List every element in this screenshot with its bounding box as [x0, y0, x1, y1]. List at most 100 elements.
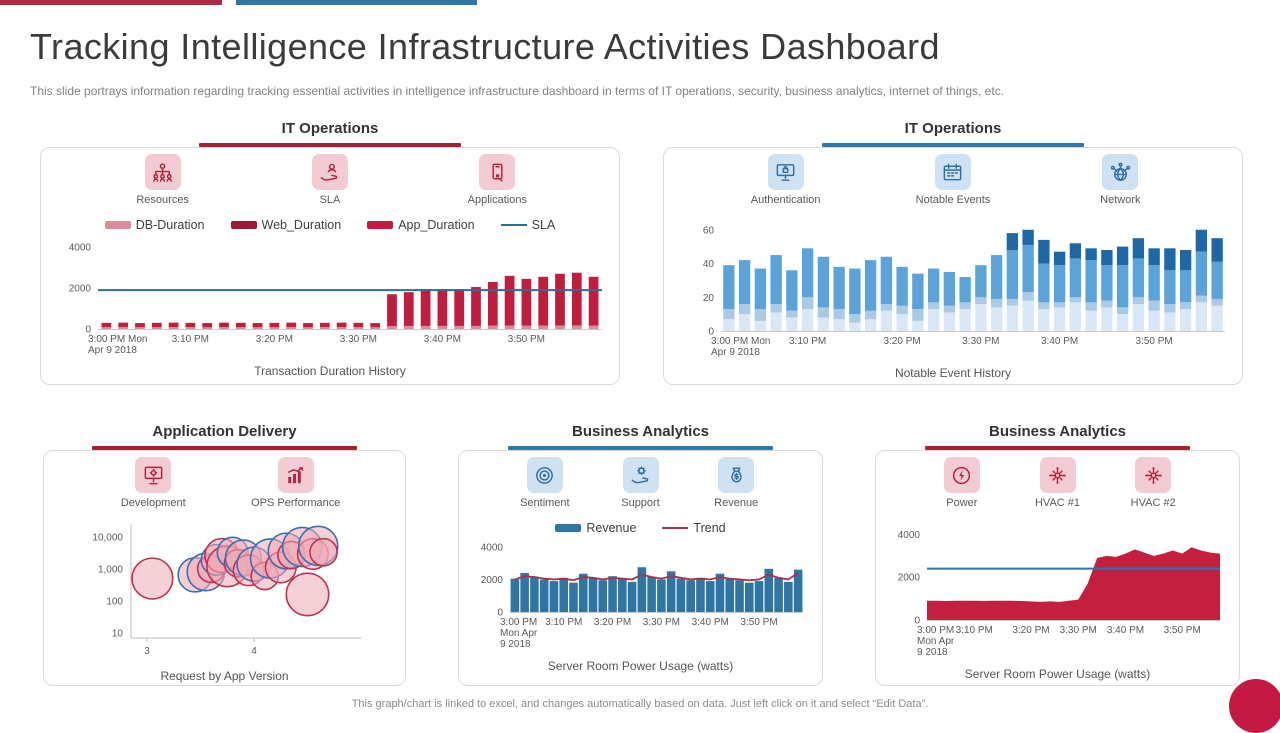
svg-text:3:30 PM: 3:30 PM — [643, 617, 680, 628]
legend-label: Web_Duration — [261, 218, 342, 232]
kpi-label: Notable Events — [915, 194, 991, 206]
svg-text:10,000: 10,000 — [92, 532, 123, 543]
chart-caption: Server Room Power Usage (watts) — [964, 667, 1151, 681]
kpi-icons-row: Authentication Notable Events Network — [674, 154, 1232, 211]
chart-caption: Request by App Version — [160, 669, 289, 683]
kpi-label: Revenue — [714, 497, 759, 509]
legend-label: DB-Duration — [135, 218, 205, 232]
svg-text:4: 4 — [251, 646, 257, 657]
legend-swatch — [230, 221, 257, 229]
kpi-label: Development — [120, 497, 186, 509]
kpi-label: HVAC #2 — [1130, 497, 1176, 509]
svg-text:3:10 PM: 3:10 PM — [172, 334, 209, 345]
panel-it-operations-events: IT Operations Authentication Notable Even… — [663, 120, 1243, 385]
legend-label: SLA — [531, 218, 556, 232]
svg-text:3:40 PM: 3:40 PM — [692, 617, 729, 628]
panel-business-analytics-power: Business Analytics Power HVAC #1 HVAC #2 0… — [875, 423, 1240, 686]
kpi-icons-row: Development OPS Performance — [54, 457, 395, 514]
svg-text:20: 20 — [703, 293, 715, 304]
kpi-ops-performance: OPS Performance — [241, 457, 351, 509]
svg-text:3:30 PM: 3:30 PM — [962, 336, 999, 347]
notable-events-icon — [934, 154, 971, 190]
panel-underline — [199, 143, 461, 147]
svg-text:3:50 PM: 3:50 PM — [508, 334, 545, 345]
hvac1-icon — [1039, 457, 1076, 493]
sentiment-icon — [526, 457, 563, 493]
kpi-label: Resources — [136, 194, 189, 206]
footer-note: This graph/chart is linked to excel, and… — [351, 698, 929, 710]
kpi-label: Sentiment — [520, 497, 570, 509]
kpi-resources: Resources — [108, 154, 218, 206]
panel-business-analytics-revenue: Business Analytics Sentiment Support Reven… — [458, 423, 823, 686]
page-title: Tracking Intelligence Infrastructure Act… — [30, 26, 940, 67]
kpi-icons-row: Sentiment Support Revenue — [469, 457, 812, 514]
kpi-label: Authentication — [750, 194, 821, 206]
hvac2-icon — [1135, 457, 1172, 493]
svg-text:3:10 PM: 3:10 PM — [545, 617, 582, 628]
svg-text:4000: 4000 — [898, 530, 921, 541]
panel-application-delivery: Application Delivery Development OPS Perf… — [43, 423, 406, 686]
kpi-label: SLA — [319, 194, 341, 206]
panel-underline — [92, 446, 357, 450]
kpi-label: Power — [946, 497, 978, 509]
kpi-label: HVAC #1 — [1034, 497, 1081, 509]
svg-text:3:40 PM: 3:40 PM — [424, 334, 461, 345]
legend-item: Trend — [662, 521, 726, 535]
legend-swatch — [555, 524, 582, 532]
svg-text:3:10 PM: 3:10 PM — [789, 336, 826, 347]
svg-text:3:30 PM: 3:30 PM — [1060, 625, 1097, 636]
svg-text:0: 0 — [85, 325, 91, 336]
svg-text:3:50 PM: 3:50 PM — [1164, 625, 1201, 636]
power-usage-area-chart[interactable]: 0 2000 4000 3:00 PM Mon Apr 9 2018 3:10 PM 3:20… — [886, 518, 1229, 666]
chart-caption: Notable Event History — [894, 366, 1012, 380]
kpi-icons-row: Resources SLA Applications — [51, 154, 609, 211]
panel-title: Business Analytics — [989, 423, 1126, 440]
network-icon — [1102, 154, 1139, 190]
sla-icon — [311, 154, 348, 190]
support-icon — [622, 457, 659, 493]
kpi-network: Network — [1065, 154, 1175, 206]
svg-text:4000: 4000 — [69, 243, 92, 254]
svg-text:10: 10 — [111, 629, 123, 640]
applications-icon — [479, 154, 516, 190]
panel-title: Business Analytics — [572, 423, 709, 440]
legend-item: App_Duration — [367, 218, 475, 232]
corner-accent-dot — [1229, 679, 1280, 733]
page-subtitle: This slide portrays information regardin… — [30, 84, 1005, 98]
svg-text:3:40 PM: 3:40 PM — [1041, 336, 1078, 347]
revenue-icon — [718, 457, 755, 493]
panel-box: Development OPS Performance 10 100 1,000 10,… — [43, 450, 406, 686]
svg-text:3:40 PM: 3:40 PM — [1107, 625, 1144, 636]
legend-line — [662, 526, 689, 530]
svg-text:3:50 PM: 3:50 PM — [1136, 336, 1173, 347]
kpi-notable-events: Notable Events — [898, 154, 1008, 206]
request-by-app-version-chart[interactable]: 10 100 1,000 10,000 3 4 — [54, 518, 395, 668]
svg-text:40: 40 — [703, 259, 715, 270]
legend-label: App_Duration — [398, 218, 475, 232]
kpi-support: Support — [593, 457, 689, 509]
svg-text:2000: 2000 — [481, 575, 504, 586]
kpi-label: Support — [621, 497, 660, 509]
svg-text:2000: 2000 — [898, 573, 921, 584]
legend-line — [500, 223, 527, 227]
kpi-hvac1: HVAC #1 — [1010, 457, 1106, 509]
notable-event-chart[interactable]: 0 20 40 60 3:00 PM Mon Apr 9 2018 3:10 PM 3:20 … — [674, 215, 1232, 365]
panel-title: IT Operations — [904, 120, 1002, 137]
svg-text:0: 0 — [497, 608, 503, 619]
legend-item: Revenue — [555, 521, 636, 535]
chart-legend: DB-Duration Web_Duration App_Duration SLA — [51, 215, 609, 235]
power-usage-bar-chart[interactable]: 0 2000 4000 3:00 PM Mon Apr 9 2018 3:10 PM 3:20… — [469, 538, 812, 658]
svg-text:2000: 2000 — [69, 284, 92, 295]
transaction-duration-chart[interactable]: 0 2000 4000 3:00 PM Mon Apr 9 2018 3:10 PM 3:2… — [51, 235, 609, 363]
svg-text:60: 60 — [703, 225, 715, 236]
legend-item: DB-Duration — [104, 218, 205, 232]
legend-swatch — [367, 221, 394, 229]
svg-text:3:10 PM: 3:10 PM — [956, 625, 993, 636]
panel-underline — [508, 446, 773, 450]
svg-text:1,000: 1,000 — [97, 564, 122, 575]
svg-text:0: 0 — [708, 327, 714, 338]
chart-caption: Transaction Duration History — [254, 364, 406, 378]
